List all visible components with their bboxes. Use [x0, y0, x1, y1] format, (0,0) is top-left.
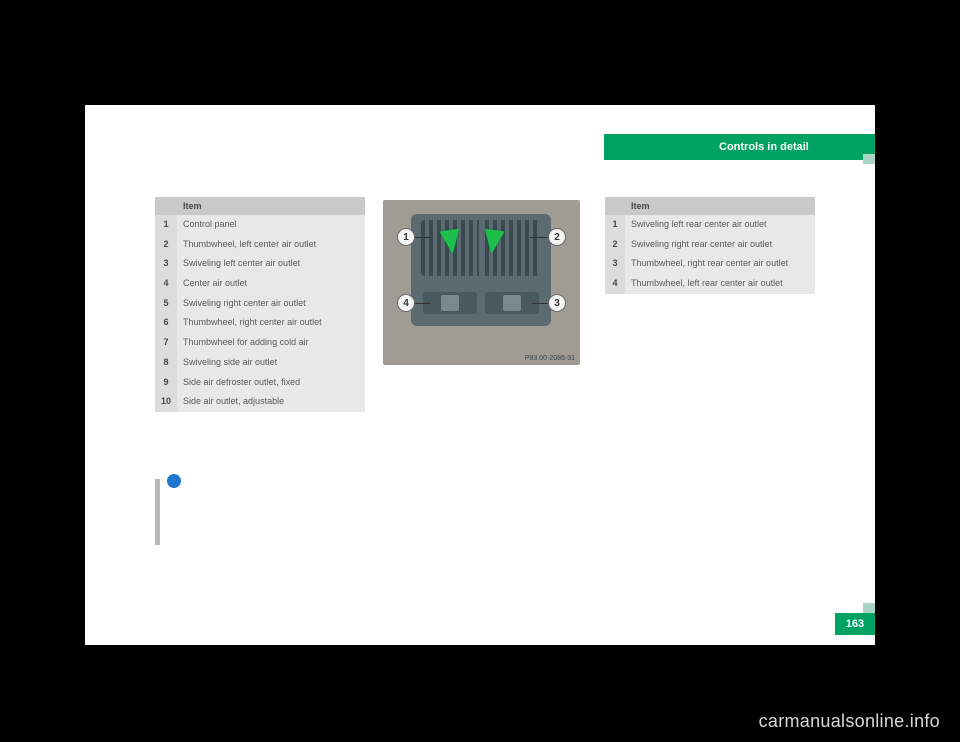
thumbwheel-knob: [503, 295, 521, 311]
col-num-header: [605, 197, 625, 215]
col-item-header: Item: [625, 197, 815, 215]
table-row: 4Center air outlet: [155, 274, 365, 294]
page-number-accent: [863, 603, 875, 613]
table-row: 2Thumbwheel, left center air outlet: [155, 235, 365, 255]
info-sidebar: [155, 479, 160, 545]
row-text: Thumbwheel for adding cold air: [177, 333, 365, 353]
callout-2: 2: [548, 228, 566, 246]
row-num: 9: [155, 373, 177, 393]
row-text: Swiveling left rear center air outlet: [625, 215, 815, 235]
section-header: Controls in detail: [604, 134, 875, 160]
page-number-text: 163: [846, 618, 864, 630]
table-row: 1Swiveling left rear center air outlet: [605, 215, 815, 235]
row-num: 10: [155, 392, 177, 412]
table-row: 9Side air defroster outlet, fixed: [155, 373, 365, 393]
row-text: Thumbwheel, left rear center air outlet: [625, 274, 815, 294]
info-icon: [167, 474, 181, 488]
table-row: 8Swiveling side air outlet: [155, 353, 365, 373]
row-num: 4: [605, 274, 625, 294]
table-row: 3Thumbwheel, right rear center air outle…: [605, 254, 815, 274]
callout-3: 3: [548, 294, 566, 312]
col-item-header: Item: [177, 197, 365, 215]
row-num: 3: [605, 254, 625, 274]
airflow-arrow-icon: [481, 229, 504, 256]
callout-leader: [415, 303, 431, 304]
row-num: 1: [605, 215, 625, 235]
rear-air-outlets-table: Item 1Swiveling left rear center air out…: [605, 197, 815, 294]
table-row: 10Side air outlet, adjustable: [155, 392, 365, 412]
row-text: Thumbwheel, right rear center air outlet: [625, 254, 815, 274]
row-text: Side air defroster outlet, fixed: [177, 373, 365, 393]
row-text: Swiveling left center air outlet: [177, 254, 365, 274]
row-num: 6: [155, 313, 177, 333]
callout-leader: [530, 237, 548, 238]
row-text: Thumbwheel, right center air outlet: [177, 313, 365, 333]
thumbwheel-left: [423, 292, 477, 314]
row-num: 2: [605, 235, 625, 255]
callout-4: 4: [397, 294, 415, 312]
row-num: 2: [155, 235, 177, 255]
row-num: 4: [155, 274, 177, 294]
row-text: Swiveling right center air outlet: [177, 294, 365, 314]
row-num: 3: [155, 254, 177, 274]
watermark: carmanualsonline.info: [759, 711, 940, 732]
row-text: Center air outlet: [177, 274, 365, 294]
airflow-arrow-icon: [439, 229, 462, 256]
rear-vent-illustration: 1 2 3 4 P83.00-2086-31: [383, 200, 580, 365]
callout-1: 1: [397, 228, 415, 246]
table-row: 6Thumbwheel, right center air outlet: [155, 313, 365, 333]
vent-housing: [411, 214, 551, 326]
callout-leader: [415, 237, 433, 238]
row-text: Side air outlet, adjustable: [177, 392, 365, 412]
row-num: 7: [155, 333, 177, 353]
row-text: Control panel: [177, 215, 365, 235]
row-text: Swiveling side air outlet: [177, 353, 365, 373]
table-row: 5Swiveling right center air outlet: [155, 294, 365, 314]
row-num: 5: [155, 294, 177, 314]
row-num: 1: [155, 215, 177, 235]
table-row: 1Control panel: [155, 215, 365, 235]
row-num: 8: [155, 353, 177, 373]
table-row: 2Swiveling right rear center air outlet: [605, 235, 815, 255]
section-title: Controls in detail: [719, 141, 809, 153]
row-text: Thumbwheel, left center air outlet: [177, 235, 365, 255]
front-air-outlets-table: Item 1Control panel 2Thumbwheel, left ce…: [155, 197, 365, 412]
image-reference-code: P83.00-2086-31: [525, 355, 575, 362]
thumbwheel-knob: [441, 295, 459, 311]
row-text: Swiveling right rear center air outlet: [625, 235, 815, 255]
table-row: 3Swiveling left center air outlet: [155, 254, 365, 274]
thumbwheel-right: [485, 292, 539, 314]
header-accent: [863, 154, 875, 164]
col-num-header: [155, 197, 177, 215]
table-row: 4Thumbwheel, left rear center air outlet: [605, 274, 815, 294]
manual-page: Controls in detail Item 1Control panel 2…: [85, 105, 875, 645]
page-number: 163: [835, 613, 875, 635]
table-row: 7Thumbwheel for adding cold air: [155, 333, 365, 353]
callout-leader: [532, 303, 548, 304]
